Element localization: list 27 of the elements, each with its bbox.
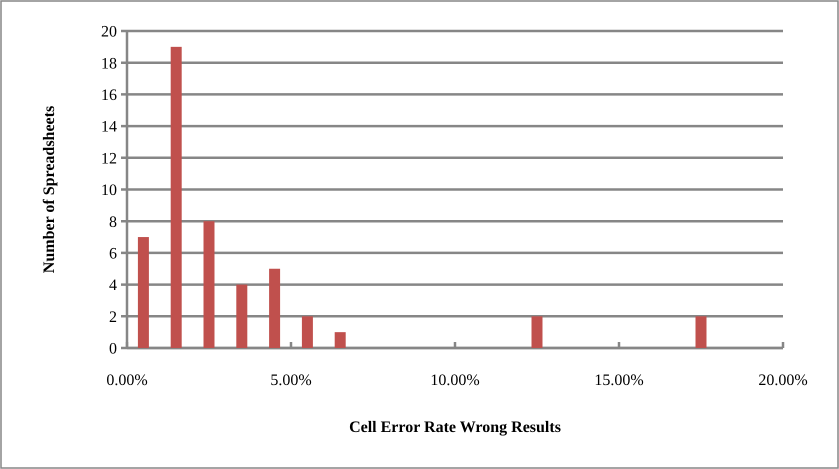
bar xyxy=(170,46,182,348)
y-tick-label: 12 xyxy=(101,150,117,168)
y-tick-label: 0 xyxy=(109,340,117,358)
bar xyxy=(236,284,248,348)
bar xyxy=(334,332,346,348)
bar xyxy=(204,221,214,348)
x-tick-label: 10.00% xyxy=(430,372,480,389)
y-axis-title: Number of Spreadsheets xyxy=(41,106,58,274)
x-tick-label: 5.00% xyxy=(270,372,312,389)
bar xyxy=(696,316,706,348)
x-tick-label: 15.00% xyxy=(594,372,644,389)
bar xyxy=(138,237,149,348)
y-tick-label: 18 xyxy=(101,55,117,72)
y-tick-label: 4 xyxy=(109,277,117,294)
y-tick-label: 20 xyxy=(101,24,117,41)
y-tick-label: 16 xyxy=(101,87,117,104)
y-tick-label: 6 xyxy=(109,246,117,262)
x-axis-title: Cell Error Rate Wrong Results xyxy=(349,419,561,436)
bar xyxy=(302,316,313,348)
bar xyxy=(269,268,280,348)
x-tick-label: 20.00% xyxy=(758,372,808,389)
y-tick-label: 8 xyxy=(109,214,117,231)
y-tick-label: 14 xyxy=(101,118,117,136)
bar xyxy=(532,316,542,348)
y-tick-label: 10 xyxy=(101,182,117,200)
x-tick-label: 0.00% xyxy=(106,372,148,389)
y-tick-label: 2 xyxy=(109,308,117,326)
